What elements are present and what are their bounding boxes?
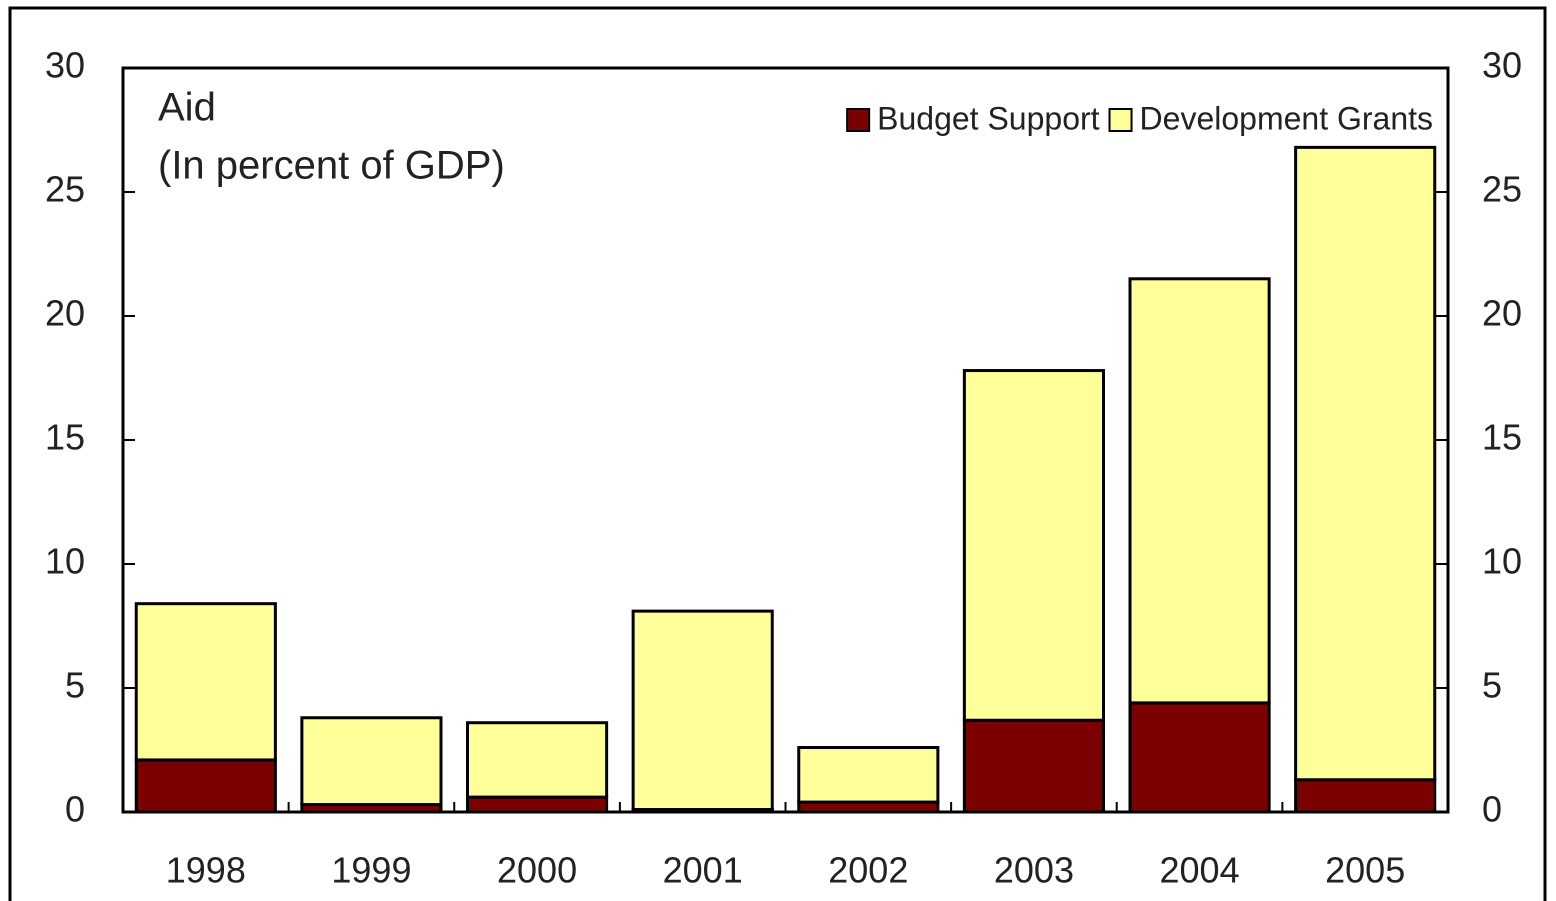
y-tick-label: 20 xyxy=(45,293,85,334)
legend-swatch xyxy=(846,108,871,132)
bar-segment xyxy=(631,609,774,812)
bar-segment xyxy=(797,746,940,804)
chart-subtitle: (In percent of GDP) xyxy=(158,144,505,188)
x-tick-label: 2000 xyxy=(497,850,577,891)
x-tick-label: 2001 xyxy=(663,850,743,891)
bar-segment xyxy=(962,718,1105,814)
y-tick-label: 25 xyxy=(45,169,85,210)
legend-label: Budget Support xyxy=(877,100,1100,136)
legend-swatch xyxy=(1108,108,1133,132)
y2-tick-label: 10 xyxy=(1482,541,1522,582)
y-tick-label: 15 xyxy=(45,417,85,458)
y2-tick-label: 25 xyxy=(1482,169,1522,210)
y-tick-label: 0 xyxy=(65,789,85,830)
y-tick-label: 5 xyxy=(65,665,85,706)
x-tick-label: 1999 xyxy=(331,850,411,891)
bar-segment xyxy=(134,758,277,814)
y2-tick-label: 5 xyxy=(1482,665,1502,706)
bar-segment xyxy=(962,369,1105,722)
frame xyxy=(8,6,1547,901)
bar-segment xyxy=(1128,701,1271,814)
y2-tick-label: 20 xyxy=(1482,293,1522,334)
y-tick-label: 10 xyxy=(45,541,85,582)
x-tick-label: 1998 xyxy=(166,850,246,891)
legend-label: Development Grants xyxy=(1140,100,1433,136)
y2-tick-label: 15 xyxy=(1482,417,1522,458)
x-tick-label: 2005 xyxy=(1325,850,1405,891)
x-tick-label: 2003 xyxy=(994,850,1074,891)
x-tick-label: 2002 xyxy=(828,850,908,891)
bar-segment xyxy=(1294,145,1437,782)
bar-segment xyxy=(1128,277,1271,705)
y-tick-label: 30 xyxy=(45,45,85,86)
x-tick-label: 2004 xyxy=(1160,850,1240,891)
bar-segment xyxy=(1294,778,1437,814)
bar-segment xyxy=(466,795,609,814)
bar-segment xyxy=(134,602,277,762)
y2-tick-label: 0 xyxy=(1482,789,1502,830)
bar-segment xyxy=(466,721,609,799)
chart-title: Aid xyxy=(158,86,216,130)
y2-tick-label: 30 xyxy=(1482,45,1522,86)
bar-segment xyxy=(300,716,443,807)
